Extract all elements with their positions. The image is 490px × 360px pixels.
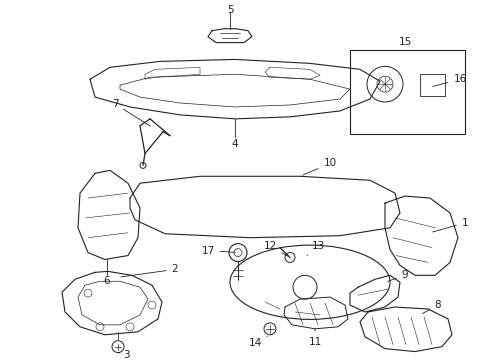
Text: 4: 4: [232, 139, 238, 149]
Text: 12: 12: [264, 240, 288, 256]
Bar: [420, 74, 445, 96]
Text: 10: 10: [302, 158, 337, 175]
Text: 16: 16: [433, 74, 466, 86]
Text: 6: 6: [104, 276, 110, 286]
Text: 3: 3: [118, 350, 129, 360]
Text: 5: 5: [227, 5, 233, 15]
Text: 1: 1: [433, 218, 468, 232]
Text: 7: 7: [112, 99, 150, 126]
Text: 13: 13: [307, 240, 325, 256]
Text: 15: 15: [398, 37, 412, 46]
Text: 11: 11: [308, 329, 321, 347]
Text: 8: 8: [422, 300, 441, 314]
Text: 9: 9: [388, 270, 408, 282]
Text: 17: 17: [201, 246, 235, 256]
Text: 2: 2: [121, 264, 178, 277]
Bar: [350, 50, 465, 134]
Text: 14: 14: [248, 336, 268, 348]
